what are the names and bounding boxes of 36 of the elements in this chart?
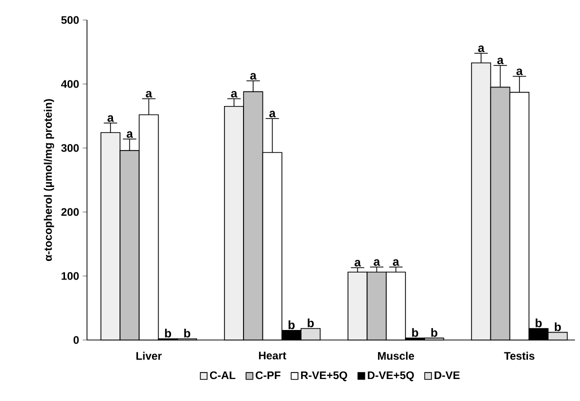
x-tick-label: Testis xyxy=(504,352,534,360)
annotation: b xyxy=(288,320,295,330)
x-tick-label: Muscle xyxy=(378,352,414,360)
annotation: a xyxy=(269,110,276,118)
annotation: a xyxy=(392,259,400,266)
annotation: b xyxy=(412,328,418,337)
annotation: a xyxy=(231,90,238,98)
annotation: a xyxy=(478,46,485,52)
annotation: b xyxy=(165,328,172,338)
legend-label: C-AL xyxy=(210,371,236,380)
annotation: b xyxy=(308,318,314,328)
annotation: a xyxy=(516,68,523,76)
annotation: a xyxy=(107,115,114,122)
annotation: a xyxy=(354,260,361,266)
annotation: a xyxy=(146,90,152,98)
y-tick-label: 0 xyxy=(74,336,79,344)
legend-label: D-VE xyxy=(434,371,460,379)
y-axis-title: α-tocopherol (µmol/mg protein) xyxy=(44,99,54,261)
y-tick-label: 100 xyxy=(62,272,79,280)
y-tick-label: 400 xyxy=(61,80,79,88)
annotation: b xyxy=(431,328,438,337)
annotation: b xyxy=(554,322,561,332)
annotation: a xyxy=(374,259,380,266)
y-tick-label: 200 xyxy=(61,208,79,216)
y-tick-label: 300 xyxy=(61,144,79,152)
annotation: a xyxy=(497,58,504,64)
x-tick-label: Heart xyxy=(259,352,286,360)
annotation: b xyxy=(184,328,190,338)
x-tick-label: Liver xyxy=(136,352,162,360)
legend-label: D-VE+5Q xyxy=(368,371,414,382)
y-tick-label: 500 xyxy=(61,16,79,24)
annotation: a xyxy=(126,131,134,138)
legend-label: R-VE+5Q xyxy=(301,371,348,382)
annotation: a xyxy=(250,73,257,80)
legend-label: C-PF xyxy=(256,371,280,380)
annotation: b xyxy=(536,318,542,328)
